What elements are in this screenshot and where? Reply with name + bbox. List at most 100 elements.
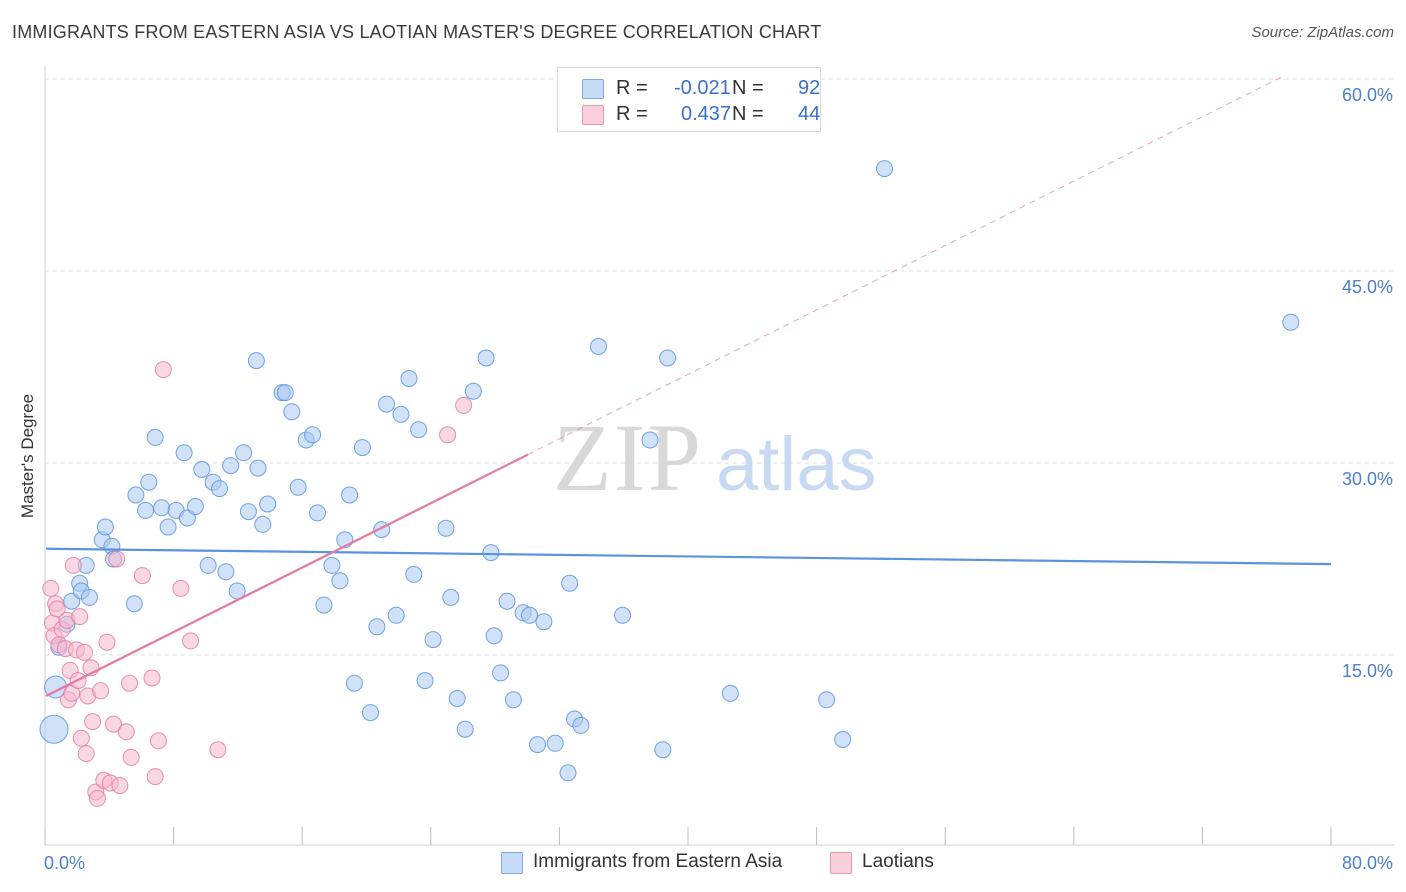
point-eastern-asia: [341, 486, 359, 504]
point-laotians: [117, 723, 135, 741]
y-tick-label: 60.0%: [1342, 85, 1393, 105]
gridlines: [45, 78, 1395, 656]
point-eastern-asia: [546, 734, 564, 752]
point-laotians: [48, 600, 66, 618]
point-eastern-asia: [641, 431, 659, 449]
point-eastern-asia: [175, 444, 193, 462]
point-laotians: [77, 745, 95, 763]
point-eastern-asia: [315, 596, 333, 614]
legend-n-value: 92: [798, 77, 821, 99]
point-laotians: [71, 608, 89, 626]
point-laotians: [98, 633, 116, 651]
trend-eastern-asia: [45, 547, 1332, 566]
chart-title: IMMIGRANTS FROM EASTERN ASIA VS LAOTIAN …: [12, 22, 822, 42]
point-eastern-asia: [521, 606, 538, 624]
point-laotians: [122, 748, 140, 766]
point-eastern-asia: [572, 716, 590, 734]
point-laotians: [76, 643, 93, 661]
point-eastern-asia: [254, 515, 272, 533]
bottom-legend-label: Immigrants from Eastern Asia: [533, 851, 783, 872]
y-tick-label: 45.0%: [1342, 277, 1393, 297]
point-laotians: [108, 550, 126, 568]
axes: [44, 66, 1395, 846]
point-laotians: [172, 579, 190, 597]
point-laotians: [143, 669, 161, 687]
x-tick-label: 0.0%: [44, 853, 85, 873]
point-eastern-asia: [217, 563, 235, 581]
bottom-legend-swatch-eastern-asia: [501, 852, 523, 874]
point-eastern-asia: [1282, 313, 1300, 331]
point-laotians: [121, 674, 138, 692]
point-eastern-asia: [239, 503, 257, 521]
point-eastern-asia: [482, 544, 500, 562]
point-eastern-asia: [721, 684, 739, 702]
point-eastern-asia: [442, 588, 460, 606]
point-laotians: [64, 556, 82, 574]
y-tick-label: 15.0%: [1342, 661, 1393, 681]
point-eastern-asia: [410, 421, 428, 439]
watermark-atlas: atlas: [716, 422, 877, 507]
point-laotians: [92, 682, 110, 700]
point-eastern-asia: [211, 480, 228, 498]
point-eastern-asia: [331, 572, 349, 590]
point-eastern-asia: [387, 606, 405, 624]
trend-laotians: [45, 453, 529, 697]
point-eastern-asia: [96, 518, 114, 536]
point-laotians: [146, 768, 164, 786]
point-eastern-asia: [249, 459, 267, 477]
bottom-legend-swatch-laotians: [830, 852, 852, 874]
stats-legend: R = -0.021 N = 92 R = 0.437 N = 44: [557, 67, 821, 132]
point-eastern-asia: [153, 499, 171, 517]
point-eastern-asia: [125, 595, 143, 613]
point-laotians: [154, 361, 172, 379]
point-eastern-asia: [235, 444, 253, 462]
point-eastern-asia: [559, 764, 577, 782]
point-eastern-asia: [80, 588, 98, 606]
point-eastern-asia: [378, 395, 395, 413]
point-laotians: [84, 713, 102, 731]
point-laotians: [111, 777, 129, 795]
point-eastern-asia: [590, 338, 607, 355]
point-eastern-asia: [159, 518, 177, 536]
point-eastern-asia: [283, 403, 301, 421]
legend-swatch-eastern-asia: [582, 79, 604, 99]
point-eastern-asia: [309, 504, 326, 522]
bottom-legend-label: Laotians: [862, 851, 934, 872]
point-eastern-asia: [259, 495, 277, 513]
watermark-zip: ZIP: [553, 404, 703, 511]
tick-labels: 15.0% 30.0% 45.0% 60.0% 0.0% 80.0%: [44, 85, 1393, 873]
point-eastern-asia: [392, 405, 410, 423]
point-eastern-asia: [535, 613, 553, 631]
point-eastern-asia: [464, 382, 482, 400]
point-eastern-asia: [504, 691, 522, 709]
point-laotians: [72, 729, 90, 747]
point-eastern-asia: [276, 384, 294, 402]
point-eastern-asia: [289, 478, 307, 496]
point-eastern-asia: [614, 606, 632, 624]
legend-n-label: N =: [732, 77, 764, 99]
watermark: ZIP atlas: [553, 404, 877, 511]
point-eastern-asia: [561, 574, 579, 592]
point-eastern-asia: [876, 160, 893, 178]
point-eastern-asia: [498, 592, 516, 610]
point-laotians: [88, 789, 106, 807]
point-eastern-asia: [222, 457, 240, 475]
point-laotians: [182, 632, 200, 650]
point-eastern-asia: [405, 565, 423, 583]
y-axis-title: Master's Degree: [18, 394, 37, 518]
point-eastern-asia: [353, 439, 371, 457]
point-eastern-asia: [137, 501, 155, 519]
x-tick-label: 80.0%: [1342, 853, 1393, 873]
source-label: Source: ZipAtlas.com: [1251, 24, 1394, 41]
legend-r-label: R =: [616, 77, 648, 99]
point-eastern-asia: [485, 627, 503, 645]
point-eastern-asia: [834, 731, 852, 748]
point-eastern-asia: [199, 556, 217, 574]
trend-laotians-dashed: [527, 75, 1284, 456]
y-tick-label: 30.0%: [1342, 469, 1393, 489]
legend-r-value: -0.021: [674, 77, 731, 99]
point-eastern-asia: [477, 349, 495, 367]
point-eastern-asia: [424, 631, 442, 649]
point-eastern-asia: [456, 720, 474, 738]
